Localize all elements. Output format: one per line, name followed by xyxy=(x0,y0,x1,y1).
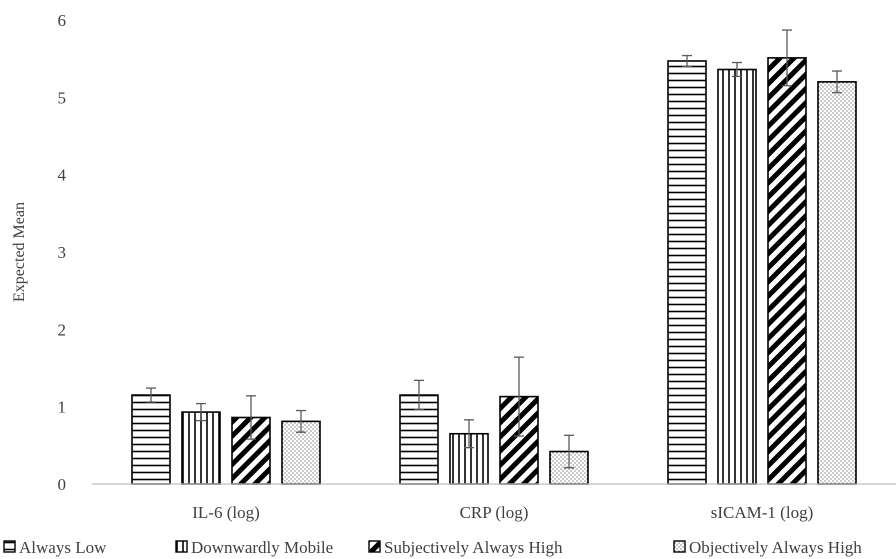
y-axis-title: Expected Mean xyxy=(11,202,28,302)
legend-label: Always Low xyxy=(19,538,107,557)
x-tick-label: CRP (log) xyxy=(460,503,529,522)
y-tick-label: 5 xyxy=(58,88,67,107)
y-tick-label: 6 xyxy=(58,11,67,30)
legend-swatch xyxy=(3,540,16,553)
legend-label: Subjectively Always High xyxy=(384,538,563,557)
y-tick-label: 1 xyxy=(58,398,67,417)
y-tick-label: 4 xyxy=(58,166,67,185)
bar xyxy=(181,411,221,485)
x-tick-label: sICAM-1 (log) xyxy=(711,503,813,522)
y-tick-label: 0 xyxy=(58,475,67,494)
y-tick-label: 2 xyxy=(58,320,67,339)
legend-swatch xyxy=(175,540,188,553)
x-tick-label: IL-6 (log) xyxy=(192,503,260,522)
bar xyxy=(667,60,707,485)
legend-label: Objectively Always High xyxy=(689,538,862,557)
bar xyxy=(817,81,857,485)
bar xyxy=(131,394,171,485)
bar xyxy=(717,68,757,485)
bar xyxy=(767,57,807,485)
legend-swatch xyxy=(368,540,381,553)
legend-label: Downwardly Mobile xyxy=(191,538,333,557)
y-tick-label: 3 xyxy=(58,243,67,262)
legend-swatch xyxy=(673,540,686,553)
